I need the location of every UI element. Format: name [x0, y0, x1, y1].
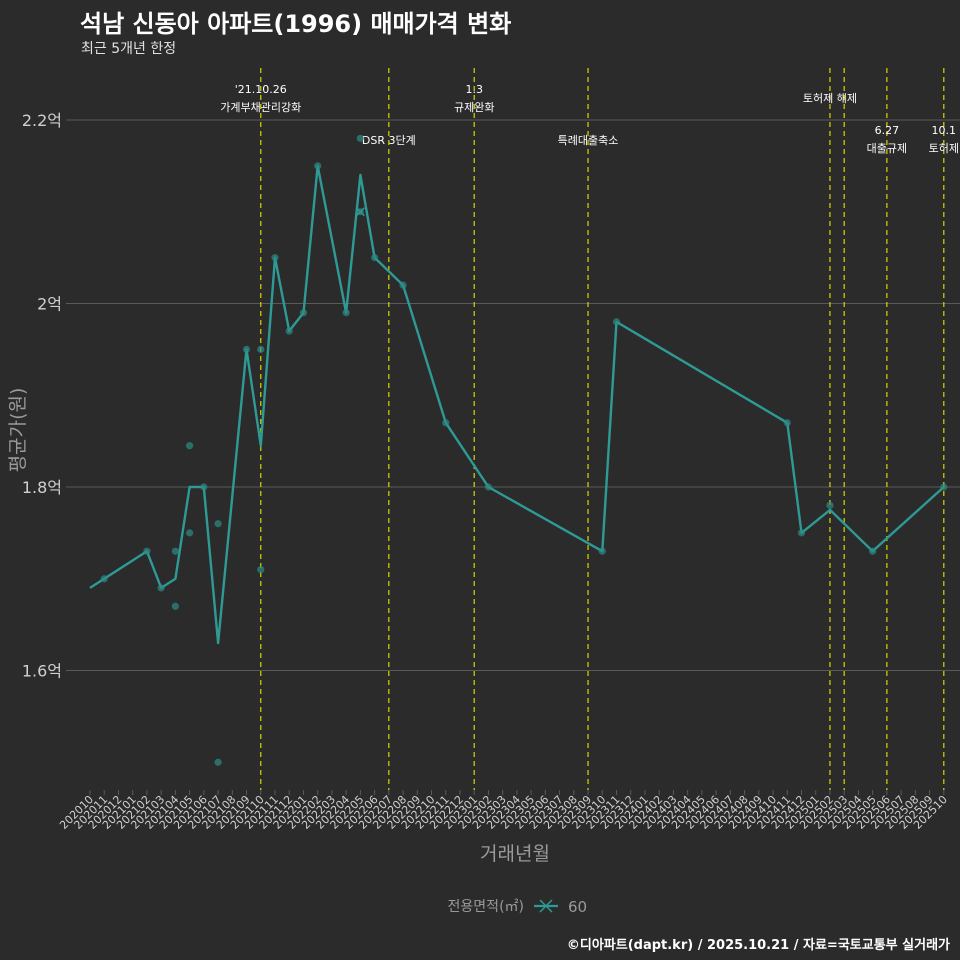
chart-subtitle: 최근 5개년 한정: [81, 41, 177, 57]
y-tick-label: 1.8억: [22, 478, 62, 497]
y-axis-title: 평균가(원): [7, 388, 29, 473]
data-layer: [89, 134, 948, 766]
legend-item-60: 60: [568, 898, 587, 916]
data-point: [783, 419, 791, 427]
event-label-text: DSR 3단계: [362, 134, 416, 147]
data-point: [356, 134, 364, 142]
data-point: [186, 529, 194, 537]
x-axis-title: 거래년월: [480, 843, 550, 865]
data-point: [171, 602, 179, 610]
data-point: [214, 758, 222, 766]
data-point: [342, 309, 350, 317]
y-tick-label: 2억: [37, 295, 62, 314]
event-label-date: '21.10.26: [235, 83, 287, 96]
data-point: [399, 281, 407, 289]
series-line-60: [89, 164, 945, 645]
data-point: [242, 345, 251, 353]
y-tick-label: 2.2억: [22, 111, 62, 130]
data-point: [271, 254, 279, 262]
data-point: [200, 483, 208, 491]
data-point: [257, 345, 265, 353]
data-point: [612, 318, 621, 326]
data-point: [214, 520, 222, 528]
data-point: [940, 483, 948, 491]
data-point: [314, 162, 322, 170]
legend: 전용면적(㎡) 60: [448, 898, 588, 916]
legend-title: 전용면적(㎡): [448, 899, 524, 915]
data-point: [299, 309, 308, 317]
legend-key-cross: [539, 899, 553, 913]
data-point: [598, 547, 606, 555]
event-label-text: 토허제: [929, 142, 959, 155]
event-label-text: 가계부채관리강화: [220, 101, 301, 114]
data-point: [442, 419, 450, 427]
data-point: [371, 254, 379, 262]
data-point: [171, 547, 179, 555]
grid-layer: [72, 119, 960, 671]
data-point: [186, 442, 194, 450]
chart-title: 석남 신동아 아파트(1996) 매매가격 변화: [80, 10, 512, 38]
event-label-text: 특례대출축소: [558, 134, 619, 147]
axis-layer: 1.6억1.8억2억2.2억20201020201120201220210120…: [7, 111, 950, 865]
data-point: [143, 547, 151, 555]
y-tick-label: 1.6억: [22, 662, 62, 681]
event-label-date: 1.3: [465, 83, 483, 96]
data-point: [257, 565, 265, 574]
data-point: [826, 501, 834, 509]
source-credit: ©디아파트(dapt.kr) / 2025.10.21 / 자료=국토교통부 실…: [566, 938, 950, 953]
data-point: [869, 547, 877, 555]
data-point: [100, 575, 108, 583]
event-label-text: 대출규제: [867, 142, 907, 155]
data-point-cross: [355, 207, 365, 217]
event-label-date: 10.1: [932, 124, 957, 137]
event-label-date: 6.27: [875, 124, 900, 137]
data-point: [285, 327, 293, 335]
event-label-text: 토허제 해제: [803, 91, 857, 105]
data-point: [797, 529, 806, 537]
data-point: [157, 584, 165, 592]
event-label-text: 규제완화: [454, 101, 494, 114]
data-point: [484, 483, 493, 491]
